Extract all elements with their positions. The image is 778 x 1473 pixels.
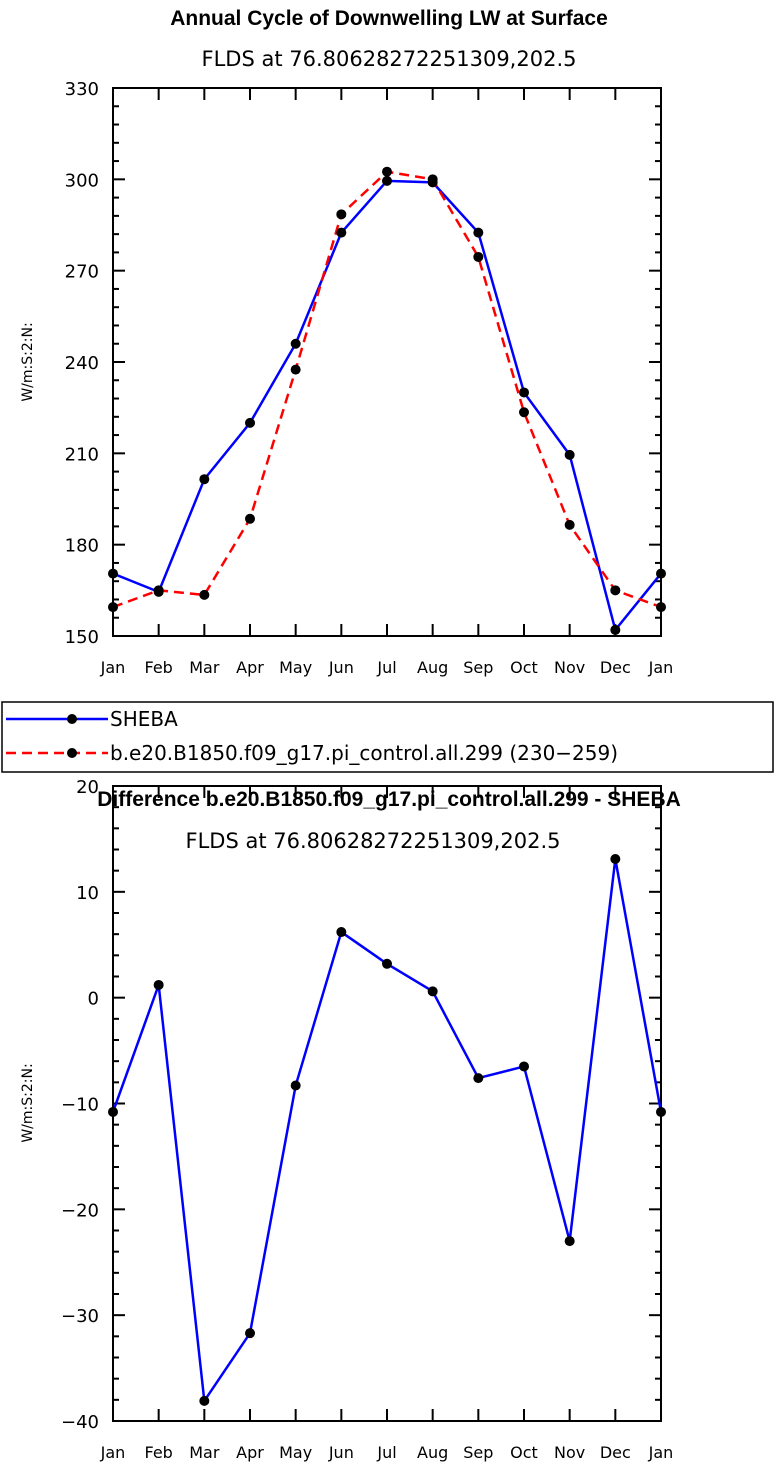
data-point [245,417,255,428]
data-point [610,624,621,635]
data-point [336,927,347,938]
y-tick-label: 210 [65,444,99,465]
data-point [382,166,392,177]
difference-chart: Difference b.e20.B1850.f09_g17.pi_contro… [20,777,681,1462]
chart-title: Annual Cycle of Downwelling LW at Surfac… [170,7,608,30]
data-point [199,1395,210,1406]
x-tick-label: Jun [328,658,354,677]
y-tick-label: −20 [61,1200,99,1221]
data-point [564,519,575,530]
y-tick-label: −10 [61,1095,99,1116]
data-point [108,568,118,579]
x-tick-label: Jul [376,658,396,677]
data-point [382,958,392,969]
data-point [519,387,529,398]
y-tick-label: −40 [61,1412,99,1433]
data-point [610,585,621,596]
data-point [153,979,164,990]
chart-title: Difference b.e20.B1850.f09_g17.pi_contro… [97,788,681,811]
x-tick-label: Mar [189,658,220,677]
data-point [108,602,118,613]
series-line [111,858,663,1405]
data-point [336,227,347,238]
legend-label-model: b.e20.B1850.f09_g17.pi_control.all.299 (… [110,741,618,765]
data-point [473,1073,484,1084]
legend-label-sheba: SHEBA [110,707,178,731]
x-tick-label: Feb [145,1443,173,1462]
x-tick-label: Feb [145,658,173,677]
legend: SHEBA b.e20.B1850.f09_g17.pi_control.all… [1,701,774,773]
x-tick-label: Dec [600,658,631,677]
data-point [199,589,210,600]
x-tick-label: Apr [236,658,264,677]
data-point [199,474,210,485]
data-point [427,986,438,997]
data-point [473,251,484,262]
data-point [245,1328,255,1339]
data-point [245,513,255,524]
y-tick-label: 10 [76,883,99,904]
y-tick-label: 150 [65,627,99,648]
data-point [519,1061,529,1072]
x-tick-label: Jan [648,1443,674,1462]
data-point [290,338,301,349]
y-tick-label: −30 [61,1306,99,1327]
data-point [290,364,301,375]
x-tick-label: Oct [510,658,538,677]
data-point [336,209,347,220]
x-tick-label: Apr [236,1443,264,1462]
x-tick-label: Sep [463,1443,493,1462]
data-point [656,1106,666,1117]
data-point [427,174,438,185]
data-point [519,407,529,418]
chart-subtitle: FLDS at 76.80628272251309,202.5 [186,829,561,853]
y-axis-label: W/m:S:2:N: [20,322,36,401]
annual-cycle-chart: Annual Cycle of Downwelling LW at Surfac… [20,7,673,677]
x-tick-label: Jan [100,658,126,677]
x-tick-label: Jun [328,1443,354,1462]
data-point [473,227,484,238]
x-tick-label: Dec [600,1443,631,1462]
x-tick-label: Mar [189,1443,220,1462]
legend-frame [1,701,774,773]
data-point [656,568,666,579]
x-tick-label: Aug [417,1443,448,1462]
data-point [656,602,666,613]
y-tick-label: 300 [65,170,99,191]
x-tick-label: Nov [554,1443,585,1462]
data-point [108,1106,118,1117]
x-tick-label: Jan [100,1443,126,1462]
y-axis-label: W/m:S:2:N: [20,1063,36,1142]
y-tick-label: 270 [65,262,99,283]
y-tick-label: 0 [88,989,99,1010]
x-tick-label: May [279,1443,312,1462]
x-tick-label: May [279,658,312,677]
y-tick-label: 180 [65,536,99,557]
y-tick-label: 240 [65,353,99,374]
x-tick-label: Jul [376,1443,396,1462]
x-tick-label: Aug [417,658,448,677]
y-tick-label: 330 [65,79,99,100]
series-line [112,179,662,633]
chart-subtitle: FLDS at 76.80628272251309,202.5 [202,47,577,71]
data-point [564,449,575,460]
data-point [290,1080,301,1091]
y-tick-label: 20 [76,777,99,798]
series-line [112,170,662,609]
legend-marker-model [67,748,77,758]
x-tick-label: Sep [463,658,493,677]
legend-marker-sheba [67,714,77,724]
x-tick-label: Jan [648,658,674,677]
x-tick-label: Oct [510,1443,538,1462]
data-point [610,854,621,865]
data-point [153,585,164,596]
data-point [382,175,392,186]
x-tick-label: Nov [554,658,585,677]
data-point [564,1236,575,1247]
